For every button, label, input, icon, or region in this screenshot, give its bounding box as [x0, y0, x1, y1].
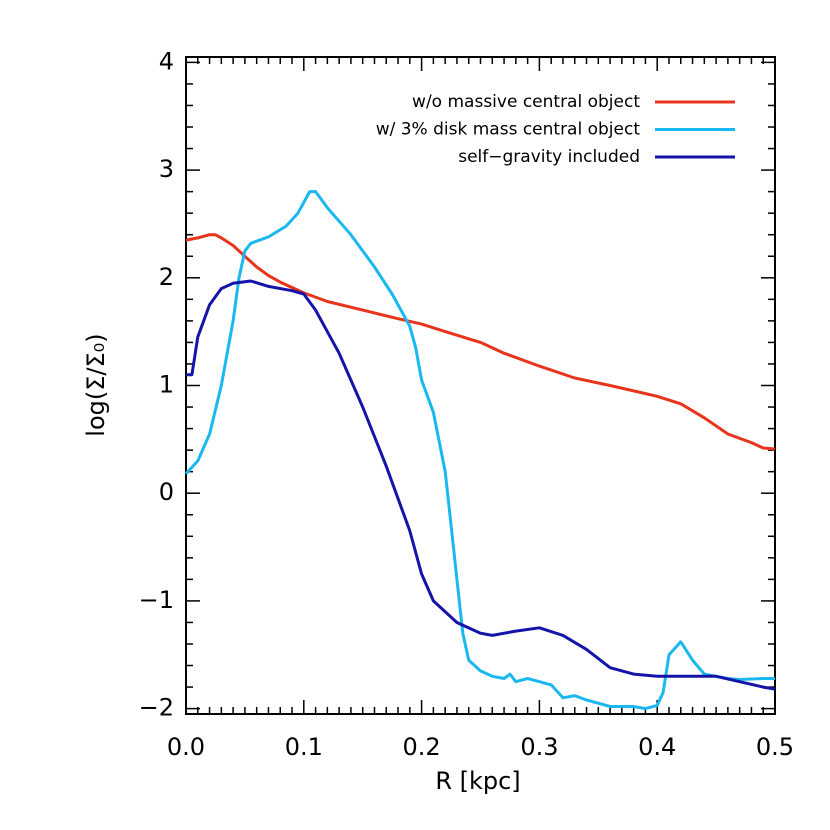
- y-tick-label: 1: [159, 371, 174, 399]
- x-tick-label: 0.4: [638, 733, 676, 761]
- series-line: [185, 233, 776, 451]
- x-tick-label: 0.3: [520, 733, 558, 761]
- y-axis-label: log(Σ/Σ₀): [82, 333, 110, 436]
- x-tick-label: 0.1: [285, 733, 323, 761]
- x-tick-label: 0.0: [167, 733, 205, 761]
- series-line: [186, 279, 776, 691]
- series-line: [184, 190, 775, 711]
- y-tick-label: 4: [159, 47, 174, 75]
- x-tick-label: 0.2: [403, 733, 441, 761]
- legend-label: w/o massive central object: [412, 92, 640, 112]
- y-tick-label: 2: [159, 263, 174, 291]
- x-axis-label: R [kpc]: [435, 767, 520, 795]
- legend-label: w/ 3% disk mass central object: [376, 120, 641, 140]
- y-tick-label: −2: [139, 694, 174, 722]
- x-tick-label: 0.5: [756, 733, 794, 761]
- y-tick-label: −1: [139, 586, 174, 614]
- y-tick-label: 3: [159, 155, 174, 183]
- legend-label: self−gravity included: [458, 147, 640, 167]
- y-tick-label: 0: [159, 478, 174, 506]
